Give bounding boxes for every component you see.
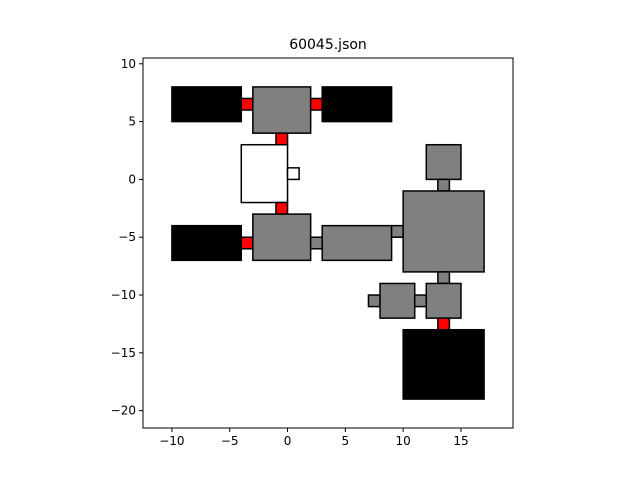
- red-door-upper-center: [275, 132, 289, 146]
- gray-room-top: [252, 86, 312, 134]
- x-tick-label: 0: [284, 434, 292, 448]
- white-door-center: [286, 167, 300, 181]
- gray-door-mid: [309, 236, 323, 250]
- y-tick-label: −15: [111, 346, 136, 360]
- chart-title: 60045.json: [289, 37, 367, 53]
- gray-room-small-left: [379, 282, 416, 319]
- y-tick-label: 5: [128, 115, 136, 129]
- x-tick-label: −10: [159, 434, 184, 448]
- gray-door-far-left: [367, 294, 381, 308]
- white-room-center: [240, 143, 289, 204]
- y-tick-label: −5: [118, 230, 136, 244]
- black-room-mid-left: [171, 224, 243, 262]
- red-door-top-right: [309, 97, 323, 111]
- red-door-top-left: [240, 97, 254, 111]
- gray-door-small-mid: [413, 294, 428, 308]
- y-tick-label: 10: [121, 57, 136, 71]
- black-room-bottom: [402, 328, 485, 400]
- black-room-top-right: [321, 86, 393, 123]
- red-door-mid-left: [240, 236, 254, 250]
- x-tick-label: 15: [453, 434, 468, 448]
- y-tick-label: 0: [128, 172, 136, 186]
- y-tick-label: −10: [111, 288, 136, 302]
- gray-door-hall-right: [390, 224, 404, 238]
- ticks-layer: −10 −5 0 5 10 15 10 5 0 −5 −10 −15 −20: [111, 57, 469, 448]
- red-door-lower-center: [275, 201, 289, 215]
- rooms-layer: [171, 86, 485, 400]
- x-tick-label: −5: [221, 434, 239, 448]
- gray-room-large: [402, 190, 485, 273]
- gray-door-top-small: [437, 178, 451, 192]
- y-tick-label: −20: [111, 404, 136, 418]
- gray-door-large-bottom: [437, 271, 451, 285]
- gray-room-small-right: [425, 282, 462, 319]
- gray-room-hall: [321, 224, 393, 262]
- black-room-top-left: [171, 86, 243, 123]
- red-door-bottom: [437, 317, 451, 331]
- gray-room-top-small: [425, 143, 462, 181]
- gray-room-mid: [252, 213, 312, 262]
- axes-frame: [142, 57, 514, 429]
- x-tick-label: 5: [342, 434, 350, 448]
- x-tick-label: 10: [396, 434, 411, 448]
